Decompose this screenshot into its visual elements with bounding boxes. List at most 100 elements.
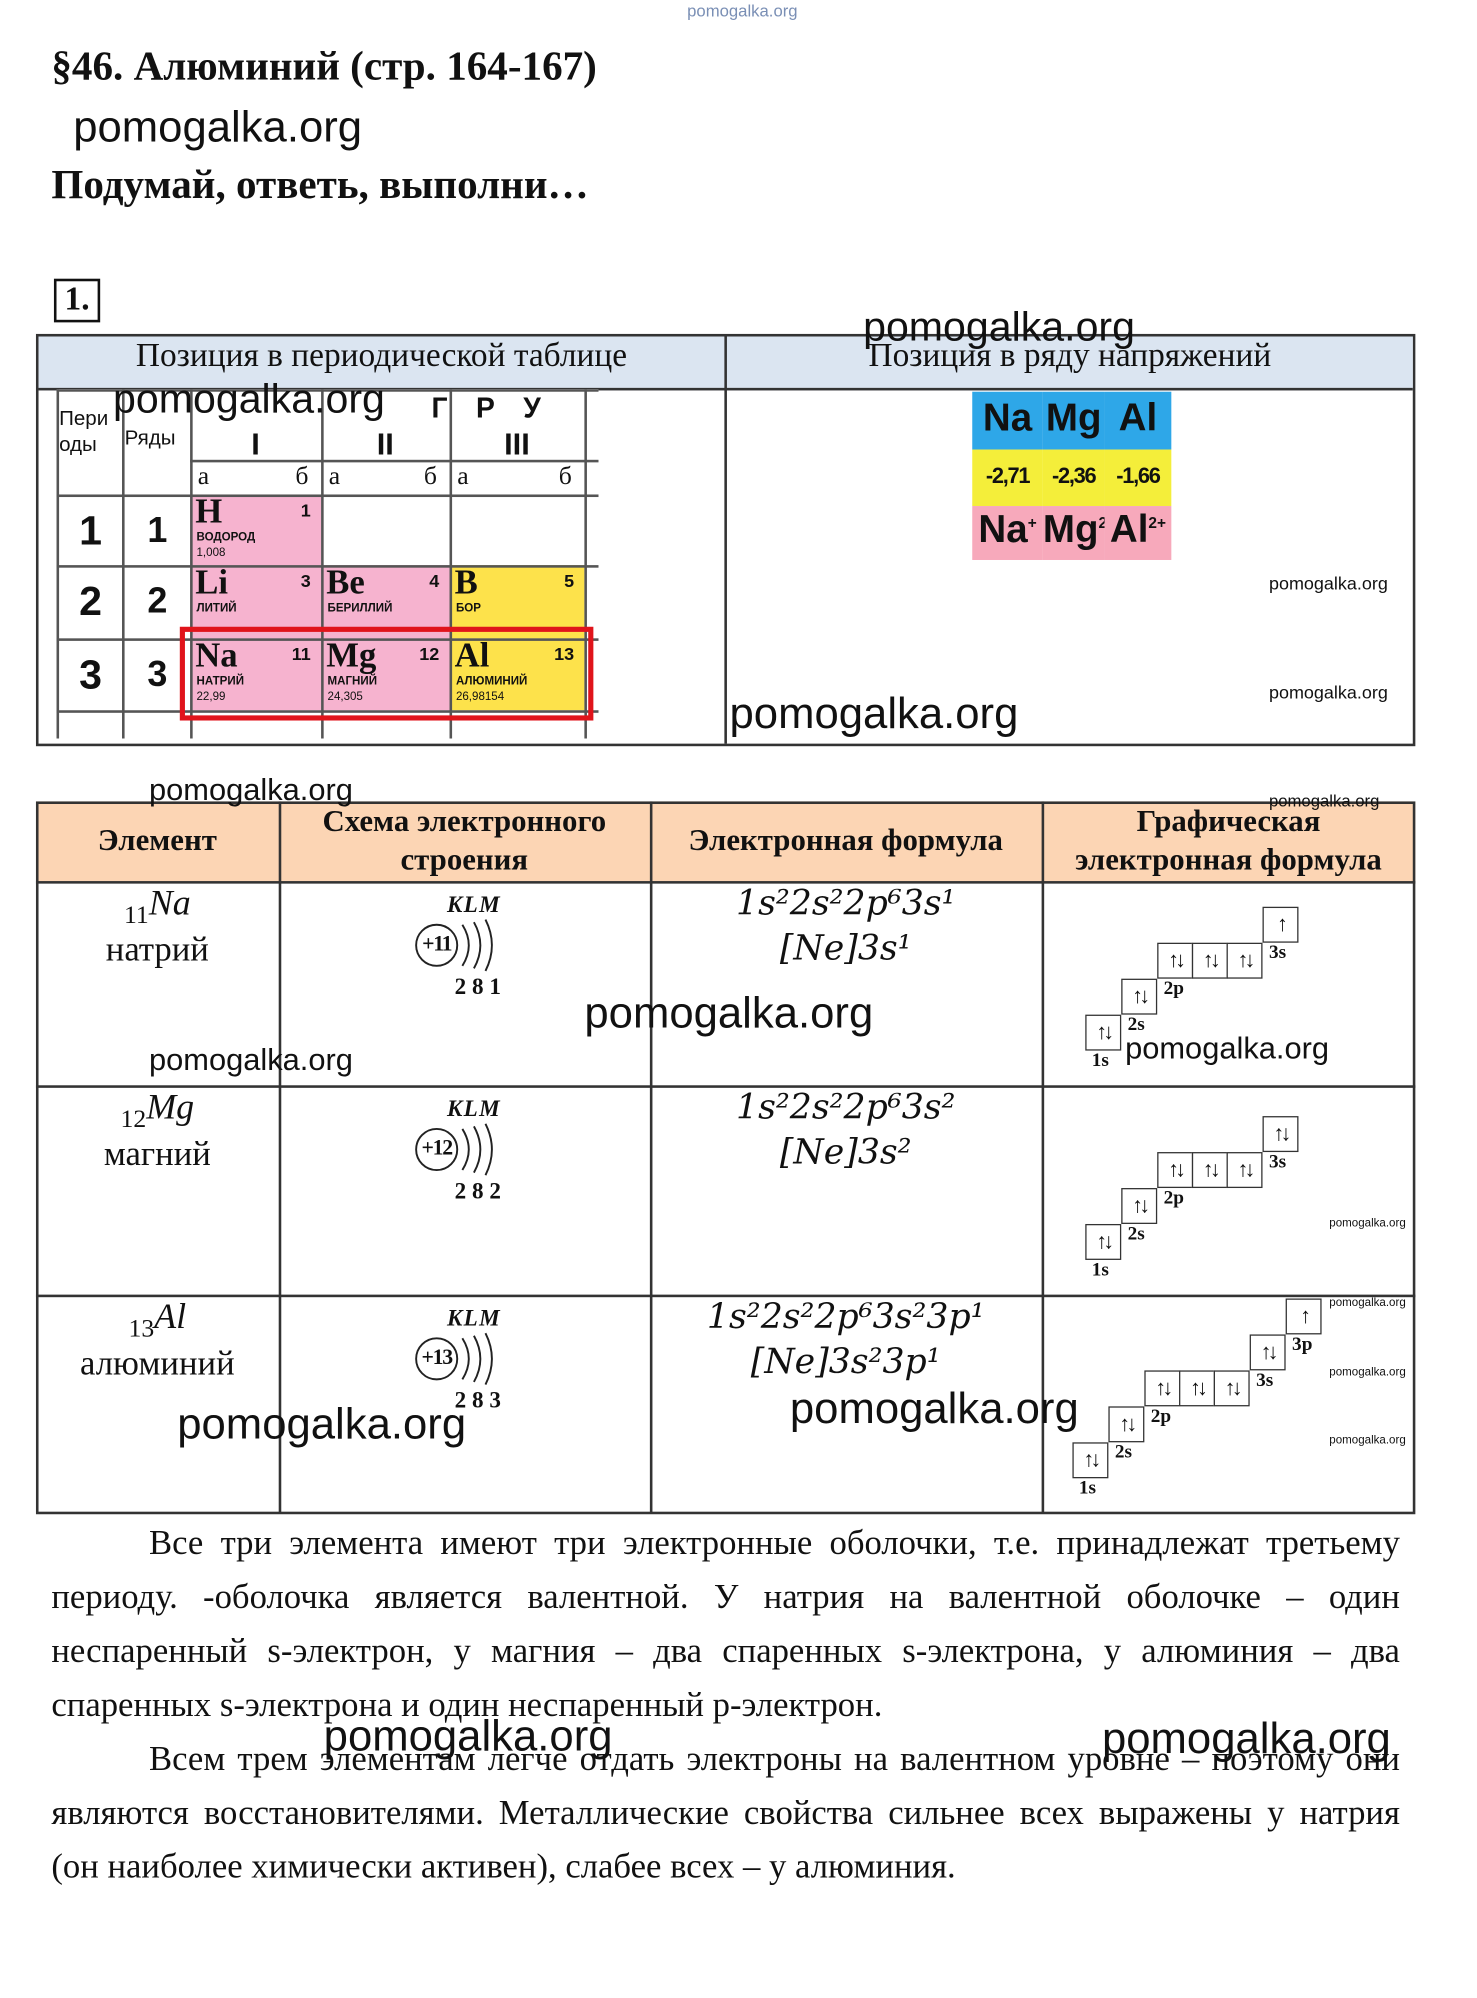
shell-electrons: 2 8 2 bbox=[454, 1177, 501, 1204]
shell-letters: KLM bbox=[446, 891, 501, 918]
site-top: pomogalka.org bbox=[687, 1, 798, 21]
series-cell: Na+ bbox=[972, 506, 1043, 560]
grid-line bbox=[56, 710, 599, 713]
shell-arc bbox=[461, 924, 470, 967]
series-cell: Al2+ bbox=[1104, 506, 1172, 560]
grid-line bbox=[321, 389, 324, 739]
grid-line bbox=[190, 459, 599, 463]
structure-header: Электронная формула bbox=[688, 824, 1003, 858]
electron-arrows: ↑ bbox=[1300, 1303, 1311, 1329]
watermark: pomogalka.org bbox=[1125, 1031, 1330, 1067]
element-number: 3 bbox=[300, 570, 311, 591]
shell-arc bbox=[484, 1123, 493, 1176]
orbital-box: ↑↓ bbox=[1085, 1014, 1122, 1051]
atomic-number: 11 bbox=[123, 901, 149, 930]
element-symbol: Be bbox=[326, 562, 365, 602]
element-symbol: Al bbox=[454, 635, 490, 675]
element-mass: 24,305 bbox=[327, 689, 363, 703]
shell-arcs bbox=[415, 1123, 493, 1176]
element-name: магний bbox=[103, 1134, 211, 1173]
shell-arc bbox=[473, 1335, 482, 1383]
orbital-box: ↑↓ bbox=[1121, 978, 1158, 1015]
electron-arrows: ↑↓ bbox=[1132, 983, 1150, 1009]
task-box bbox=[53, 278, 101, 323]
orbital-box: ↑↓ bbox=[1191, 942, 1228, 979]
short-formula: [Ne]3s²3p¹ bbox=[750, 1342, 941, 1382]
orbital-box: ↑↓ bbox=[1157, 1152, 1194, 1189]
orbital-label: 1s bbox=[1078, 1478, 1096, 1499]
watermark: pomogalka.org bbox=[1329, 1365, 1406, 1379]
grid-line bbox=[56, 565, 599, 568]
nucleus-charge: +11 bbox=[422, 931, 453, 956]
orbital-box: ↑↓ bbox=[1191, 1152, 1228, 1189]
electron-arrows: ↑↓ bbox=[1155, 1375, 1173, 1400]
element-name: водород bbox=[196, 530, 256, 544]
shell-arc bbox=[473, 1125, 482, 1174]
electron-arrows: ↑↓ bbox=[1132, 1193, 1150, 1218]
orbital-box: ↑↓ bbox=[1262, 1116, 1299, 1153]
watermark: pomogalka.org bbox=[729, 689, 1019, 739]
watermark: pomogalka.org bbox=[789, 1384, 1079, 1434]
series-cell: -2,71 bbox=[972, 449, 1043, 507]
subgroup-label: б bbox=[423, 462, 437, 491]
atomic-number: 12 bbox=[120, 1105, 147, 1134]
watermark: pomogalka.org bbox=[1329, 1433, 1406, 1447]
shell-arc bbox=[484, 1332, 493, 1385]
orbital-box: ↑↓ bbox=[1085, 1223, 1122, 1260]
watermark: pomogalka.org bbox=[323, 1712, 613, 1761]
orbital-label: 2s bbox=[1114, 1442, 1132, 1463]
electron-formula: 1s²2s²2p⁶3s¹ bbox=[736, 883, 956, 924]
subtitle: Подумай, ответь, выполни… bbox=[51, 160, 589, 207]
orbital-box: ↑↓ bbox=[1121, 1188, 1158, 1224]
shell-arcs bbox=[415, 1332, 493, 1385]
orbital-label: 2p bbox=[1150, 1406, 1172, 1427]
series-cell: Al bbox=[1104, 391, 1172, 450]
short-formula: [Ne]3s¹ bbox=[779, 928, 912, 969]
group-number: I bbox=[251, 427, 260, 463]
shell-arc bbox=[473, 921, 482, 969]
element-label: 13Al bbox=[36, 1297, 279, 1344]
element-cell: H 1 водород 1,008 bbox=[190, 492, 322, 566]
orbital-label: 3s bbox=[1268, 1152, 1287, 1173]
period-number: 2 bbox=[79, 577, 102, 625]
ion-symbol: Mg bbox=[1042, 508, 1099, 551]
element-cell: Be 4 бериллий bbox=[321, 562, 450, 639]
series-cell: -2,36 bbox=[1042, 449, 1105, 507]
series-potential: -2,71 bbox=[985, 463, 1031, 489]
position-table bbox=[35, 333, 1416, 747]
grid-line bbox=[190, 389, 193, 739]
orbital-label: 3s bbox=[1268, 942, 1287, 964]
element-name: алюминий bbox=[80, 1343, 235, 1382]
electron-arrows: ↑↓ bbox=[1096, 1229, 1114, 1254]
structure-header: Графическая электронная формула bbox=[1075, 805, 1382, 878]
element-cell: B 5 бор bbox=[449, 563, 585, 639]
orbital-label: 2s bbox=[1127, 1014, 1145, 1036]
series-symbol: Al bbox=[1118, 396, 1158, 440]
grid-line bbox=[122, 389, 125, 739]
position-header: Позиция в ряду напряжений bbox=[868, 336, 1272, 374]
ion-symbol: Al bbox=[1109, 508, 1149, 551]
watermark: pomogalka.org bbox=[113, 375, 385, 422]
row-divider bbox=[35, 1085, 1416, 1088]
element-name: бор bbox=[455, 601, 481, 614]
element-mass: 22,99 bbox=[196, 689, 226, 703]
electron-arrows: ↑↓ bbox=[1189, 1375, 1208, 1400]
element-symbol: Mg bbox=[326, 635, 377, 675]
element-cell: Al 13 алюминий 26,98154 bbox=[449, 635, 585, 711]
electron-arrows: ↑↓ bbox=[1260, 1339, 1279, 1364]
electron-arrows: ↑↓ bbox=[1096, 1019, 1114, 1045]
subgroup-label: а bbox=[457, 462, 469, 491]
orbital-box: ↑↓ bbox=[1108, 1406, 1145, 1443]
grid-line bbox=[449, 389, 453, 739]
watermark: pomogalka.org bbox=[1268, 681, 1388, 703]
electron-arrows: ↑↓ bbox=[1224, 1375, 1243, 1400]
watermark: pomogalka.org bbox=[1329, 1216, 1406, 1230]
shell-electrons: 2 8 3 bbox=[454, 1387, 501, 1413]
orbital-box: ↑↓ bbox=[1144, 1370, 1181, 1407]
watermark: pomogalka.org bbox=[1329, 1295, 1406, 1309]
shell-arc bbox=[461, 1337, 470, 1380]
row-number: 2 bbox=[147, 580, 168, 621]
shell-letters: KLM bbox=[446, 1095, 501, 1122]
structure-header-row bbox=[35, 801, 1416, 882]
